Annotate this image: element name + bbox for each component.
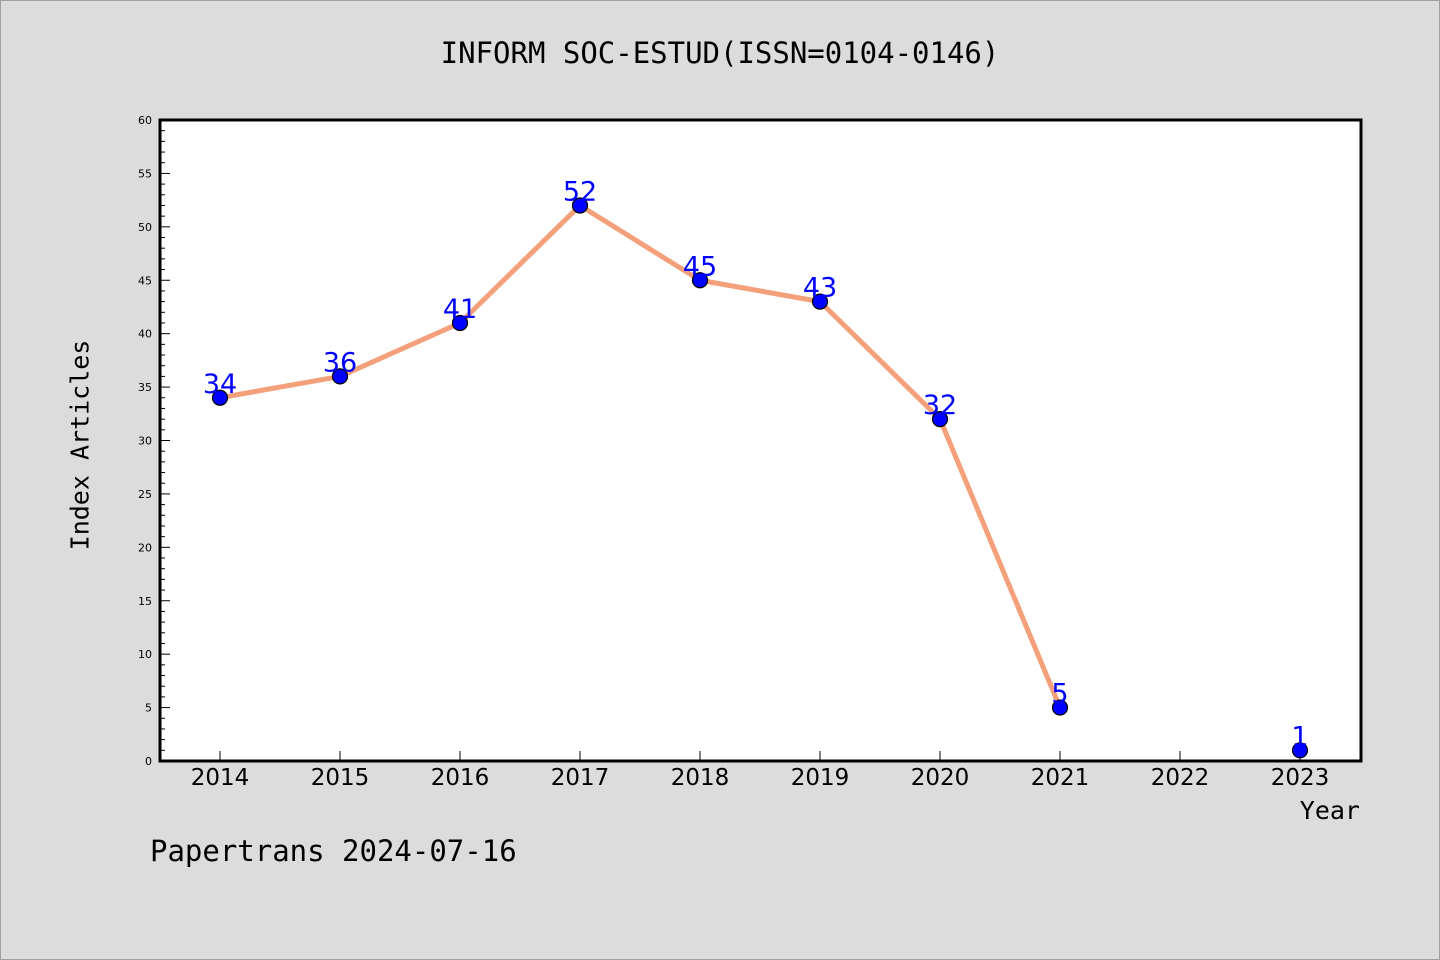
y-tick-label: 30 — [138, 435, 152, 448]
data-point-marker — [1051, 699, 1069, 716]
chart-title: INFORM SOC-ESTUD(ISSN=0104-0146) — [440, 36, 1000, 70]
series-line — [217, 202, 1063, 711]
x-tick-label: 2023 — [1271, 765, 1330, 791]
data-point-label: 36 — [323, 347, 357, 378]
x-tick-label: 2019 — [791, 765, 850, 791]
data-point-label: 5 — [1051, 679, 1068, 710]
series-lines — [217, 202, 1063, 711]
data-point-marker — [571, 197, 589, 214]
x-axis-ticks: 2014 2015 2016 2017 2018 2019 2020 2021 2022 2023 — [191, 751, 1330, 791]
data-point-label: 52 — [563, 176, 597, 207]
data-point-marker — [811, 293, 829, 310]
y-tick-label: 35 — [138, 381, 152, 394]
x-tick-label: 2014 — [191, 765, 250, 791]
y-tick-label: 45 — [138, 274, 152, 287]
x-tick-label: 2015 — [311, 765, 370, 791]
data-point-label: 43 — [803, 273, 837, 304]
series-markers — [211, 197, 1309, 759]
footer-caption: Papertrans 2024-07-16 — [150, 834, 517, 868]
y-tick-label: 50 — [138, 221, 152, 234]
y-tick-label: 0 — [145, 755, 152, 768]
data-point-label: 41 — [443, 294, 477, 325]
data-point-label: 45 — [683, 251, 717, 282]
x-tick-label: 2020 — [911, 765, 970, 791]
data-point-marker — [451, 314, 469, 332]
y-tick-label: 55 — [138, 167, 152, 180]
data-point-marker — [211, 389, 229, 406]
y-tick-label: 25 — [138, 488, 152, 501]
y-tick-label: 60 — [138, 114, 152, 127]
data-point-marker — [691, 272, 709, 289]
data-point-label: 32 — [923, 390, 957, 421]
x-tick-label: 2022 — [1151, 765, 1210, 791]
data-labels: 34 36 41 52 45 43 32 5 1 — [203, 176, 1309, 752]
y-axis-ticks: 0 5 10 15 20 25 30 35 40 45 50 55 60 — [138, 114, 170, 768]
plot-area — [160, 120, 1361, 761]
y-tick-label: 20 — [138, 541, 152, 554]
x-tick-label: 2018 — [671, 765, 730, 791]
data-point-marker — [931, 411, 949, 428]
y-tick-label: 15 — [138, 595, 152, 608]
x-tick-label: 2017 — [551, 765, 610, 791]
x-tick-label: 2021 — [1031, 765, 1090, 791]
y-tick-label: 40 — [138, 328, 152, 341]
data-point-label: 1 — [1291, 721, 1308, 752]
x-axis-label: Year — [1299, 796, 1360, 825]
plot-border — [158, 118, 1363, 763]
x-tick-label: 2016 — [431, 765, 490, 791]
data-point-marker — [1291, 742, 1309, 759]
y-tick-label: 10 — [138, 648, 152, 661]
data-point-marker — [331, 368, 349, 385]
y-tick-label: 5 — [145, 702, 152, 715]
data-point-label: 34 — [203, 369, 237, 400]
